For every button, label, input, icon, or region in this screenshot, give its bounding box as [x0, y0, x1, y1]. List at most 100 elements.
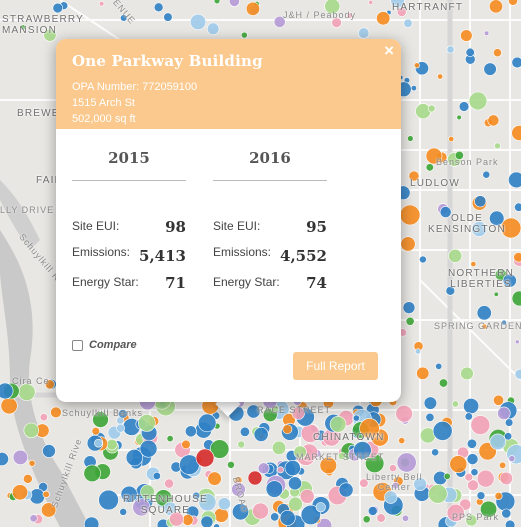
building-marker[interactable]	[511, 125, 521, 141]
building-marker[interactable]	[414, 348, 422, 355]
building-marker[interactable]	[413, 477, 427, 492]
building-marker[interactable]	[482, 170, 491, 179]
building-marker[interactable]	[231, 503, 250, 521]
building-marker[interactable]	[213, 0, 221, 5]
building-marker[interactable]	[329, 416, 347, 433]
building-marker[interactable]	[213, 507, 229, 523]
building-marker[interactable]	[499, 471, 513, 486]
building-marker[interactable]	[465, 514, 478, 527]
building-marker[interactable]	[465, 47, 475, 57]
building-marker[interactable]	[376, 513, 386, 523]
building-marker[interactable]	[476, 305, 492, 321]
building-marker[interactable]	[359, 418, 380, 439]
building-marker[interactable]	[120, 14, 128, 22]
building-marker[interactable]	[154, 489, 173, 507]
building-marker[interactable]	[504, 418, 514, 427]
close-button[interactable]: ×	[384, 41, 394, 60]
building-marker[interactable]	[198, 493, 217, 512]
building-marker[interactable]	[466, 453, 479, 465]
building-marker[interactable]	[39, 413, 48, 422]
building-marker[interactable]	[492, 394, 505, 406]
building-marker[interactable]	[415, 103, 432, 120]
building-marker[interactable]	[408, 170, 420, 182]
compare-toggle[interactable]: Compare	[72, 339, 137, 351]
building-marker[interactable]	[237, 440, 246, 449]
building-marker[interactable]	[494, 142, 501, 150]
building-marker[interactable]	[398, 437, 406, 445]
building-marker[interactable]	[118, 409, 128, 419]
building-marker[interactable]	[288, 496, 303, 512]
building-marker[interactable]	[396, 7, 407, 17]
building-marker[interactable]	[164, 478, 175, 489]
building-marker[interactable]	[169, 511, 184, 527]
building-marker[interactable]	[458, 101, 470, 112]
building-marker[interactable]	[184, 425, 197, 438]
building-marker[interactable]	[44, 379, 55, 390]
building-marker[interactable]	[138, 414, 156, 432]
building-marker[interactable]	[403, 18, 413, 28]
building-marker[interactable]	[443, 472, 451, 480]
building-marker[interactable]	[18, 383, 36, 401]
building-marker[interactable]	[508, 171, 521, 189]
building-marker[interactable]	[91, 427, 100, 436]
building-marker[interactable]	[368, 0, 374, 5]
building-marker[interactable]	[106, 438, 118, 451]
building-marker[interactable]	[439, 206, 452, 218]
building-marker[interactable]	[206, 22, 220, 35]
building-marker[interactable]	[247, 470, 263, 486]
building-marker[interactable]	[253, 426, 269, 442]
building-marker[interactable]	[288, 476, 302, 491]
building-marker[interactable]	[432, 421, 453, 441]
building-marker[interactable]	[487, 114, 500, 127]
building-marker[interactable]	[395, 405, 413, 423]
building-marker[interactable]	[346, 12, 353, 19]
building-marker[interactable]	[501, 319, 507, 326]
building-marker[interactable]	[401, 514, 410, 522]
building-marker[interactable]	[391, 481, 400, 490]
building-marker[interactable]	[413, 62, 420, 69]
building-marker[interactable]	[481, 323, 488, 330]
building-marker[interactable]	[23, 422, 39, 439]
building-marker[interactable]	[195, 448, 215, 468]
building-marker[interactable]	[19, 24, 26, 31]
building-marker[interactable]	[0, 382, 14, 400]
building-marker[interactable]	[0, 452, 9, 467]
building-marker[interactable]	[353, 441, 372, 460]
building-marker[interactable]	[163, 12, 173, 22]
building-marker[interactable]	[279, 509, 296, 526]
building-marker[interactable]	[425, 163, 434, 172]
building-marker[interactable]	[428, 484, 448, 504]
building-marker[interactable]	[494, 492, 503, 501]
building-marker[interactable]	[464, 472, 474, 482]
building-marker[interactable]	[513, 252, 521, 263]
building-marker[interactable]	[471, 221, 488, 237]
building-marker[interactable]	[504, 519, 516, 527]
building-marker[interactable]	[282, 424, 293, 435]
building-marker[interactable]	[0, 397, 18, 415]
building-marker[interactable]	[41, 502, 57, 518]
compare-checkbox[interactable]	[72, 339, 83, 351]
building-marker[interactable]	[502, 273, 517, 288]
building-marker[interactable]	[508, 455, 516, 463]
building-marker[interactable]	[319, 456, 337, 475]
building-marker[interactable]	[448, 248, 463, 263]
building-marker[interactable]	[449, 455, 468, 474]
building-marker[interactable]	[331, 17, 342, 28]
building-marker[interactable]	[416, 366, 430, 380]
building-marker[interactable]	[181, 514, 194, 526]
building-marker[interactable]	[270, 512, 280, 522]
building-marker[interactable]	[470, 468, 479, 477]
building-marker[interactable]	[446, 503, 465, 522]
building-marker[interactable]	[493, 48, 502, 58]
building-marker[interactable]	[207, 471, 222, 486]
building-marker[interactable]	[445, 286, 456, 296]
building-marker[interactable]	[190, 13, 207, 31]
building-marker[interactable]	[402, 301, 416, 314]
building-marker[interactable]	[451, 400, 459, 408]
building-marker[interactable]	[384, 490, 398, 504]
building-marker[interactable]	[265, 480, 284, 498]
building-marker[interactable]	[425, 147, 443, 165]
building-marker[interactable]	[257, 462, 270, 475]
building-marker[interactable]	[470, 261, 477, 268]
building-marker[interactable]	[299, 488, 315, 504]
